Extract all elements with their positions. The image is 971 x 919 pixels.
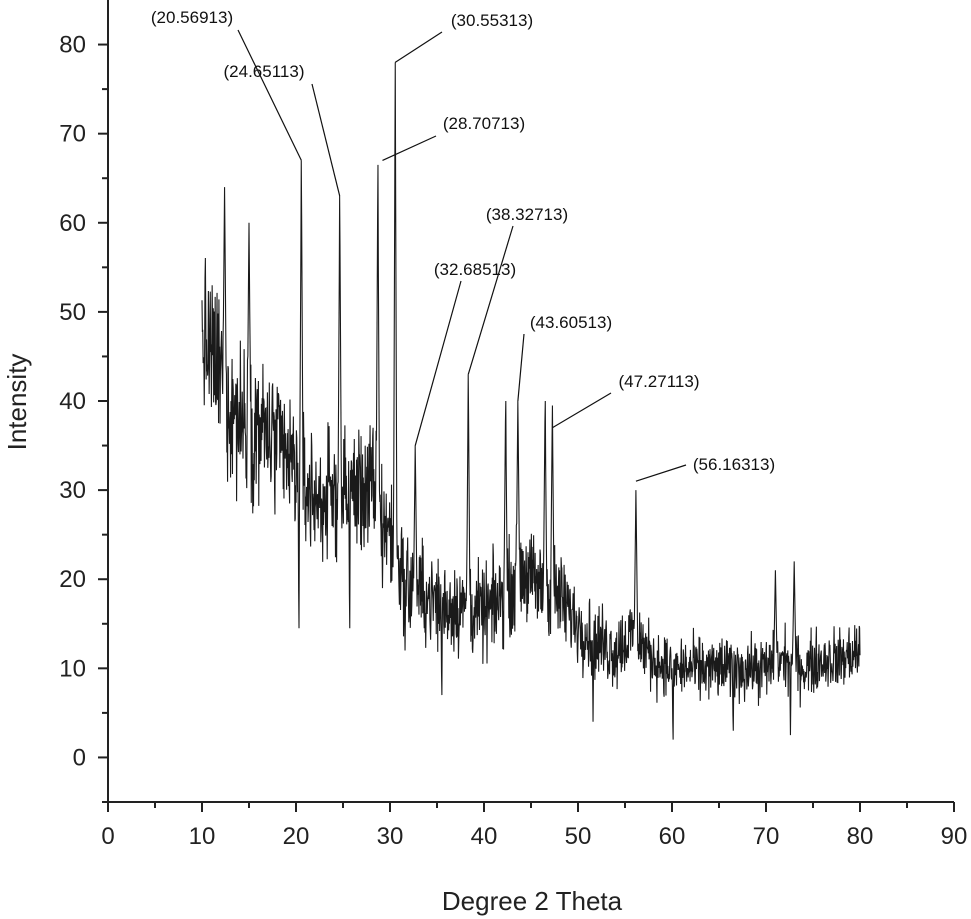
x-tick-label: 0 [101, 823, 114, 850]
peak-label: (20.56913) [151, 8, 233, 27]
x-axis-title: Degree 2 Theta [442, 886, 623, 916]
peak-label: (38.32713) [486, 205, 568, 224]
y-tick-label: 0 [73, 744, 86, 771]
annotation-leader [382, 135, 437, 161]
y-axis-title: Intensity [2, 354, 32, 451]
y-tick-label: 30 [59, 477, 86, 504]
y-tick-label: 20 [59, 566, 86, 593]
peak-label: (32.68513) [434, 260, 516, 279]
x-tick-label: 90 [941, 823, 968, 850]
annotation-leader [414, 280, 462, 446]
x-tick-label: 50 [565, 823, 592, 850]
x-tick-label: 70 [753, 823, 780, 850]
x-tick-label: 40 [471, 823, 498, 850]
intensity-line [201, 62, 861, 740]
peak-label: (43.60513) [530, 313, 612, 332]
x-tick-label: 20 [283, 823, 310, 850]
y-tick-label: 50 [59, 299, 86, 326]
x-tick-label: 30 [377, 823, 404, 850]
x-tick-label: 80 [847, 823, 874, 850]
annotation-leader [311, 83, 341, 197]
x-tick-label: 60 [659, 823, 686, 850]
y-tick-label: 40 [59, 388, 86, 415]
peak-annotations: (20.56913) (24.65113) (30.55313) (28.70713)… [151, 8, 775, 482]
annotation-leader [517, 333, 525, 402]
x-tick-label: 10 [189, 823, 216, 850]
peak-label: (30.55313) [451, 11, 533, 30]
annotation-leader [635, 464, 687, 482]
y-tick-label: 70 [59, 121, 86, 148]
peak-label: (28.70713) [443, 114, 525, 133]
annotation-leader [552, 392, 612, 429]
peak-label: (56.16313) [693, 455, 775, 474]
peak-label: (47.27113) [619, 372, 700, 391]
axes: 0 10 20 30 40 50 60 70 80 90 0 10 20 30 40 50 60 70 80 [59, 0, 967, 850]
peak-label: (24.65113) [224, 62, 305, 81]
y-tick-label: 60 [59, 210, 86, 237]
y-tick-label: 80 [59, 32, 86, 59]
annotation-leader [394, 31, 443, 63]
y-tick-label: 10 [59, 655, 86, 682]
data-series [201, 62, 861, 740]
annotation-leader [467, 225, 514, 375]
annotation-leader [237, 29, 302, 161]
